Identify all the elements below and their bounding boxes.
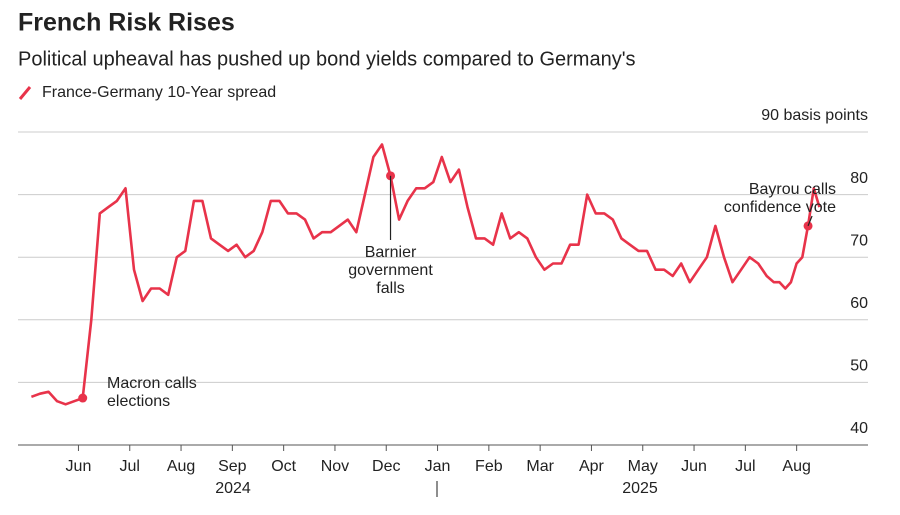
- y-tick-label: 90 basis points: [761, 107, 868, 124]
- x-tick-label: May: [628, 458, 658, 475]
- x-tick-label: Jan: [425, 458, 451, 475]
- year-label: 2024: [215, 480, 251, 497]
- year-label: 2025: [622, 480, 658, 497]
- x-tick-label: Nov: [321, 458, 349, 475]
- x-tick-label: Feb: [475, 458, 503, 475]
- y-tick-label: 60: [850, 295, 868, 312]
- series-line: [30, 143, 821, 406]
- annotation-dot: [78, 393, 88, 403]
- x-tick-label: Dec: [372, 458, 400, 475]
- annotation-text: Bayrou calls: [749, 181, 836, 198]
- x-tick-label: Jun: [681, 458, 707, 475]
- x-tick-label: Jun: [66, 458, 92, 475]
- chart-subtitle: Political upheaval has pushed up bond yi…: [18, 48, 636, 70]
- legend-label: France-Germany 10-Year spread: [42, 84, 276, 101]
- annotation-text: Macron calls: [107, 375, 197, 392]
- chart-title: French Risk Rises: [18, 9, 235, 37]
- annotation-leader: [807, 215, 813, 227]
- annotation-text: falls: [376, 280, 404, 297]
- annotation-text: Barnier: [365, 244, 417, 261]
- annotation-text: government: [348, 262, 433, 279]
- x-tick-label: Aug: [167, 458, 195, 475]
- legend-icon: [18, 86, 32, 100]
- x-tick-label: Aug: [782, 458, 810, 475]
- x-tick-label: Jul: [735, 458, 755, 475]
- y-tick-label: 50: [850, 358, 868, 375]
- y-tick-label: 70: [850, 232, 868, 249]
- x-tick-label: Sep: [218, 458, 247, 475]
- x-tick-label: Jul: [120, 458, 140, 475]
- y-tick-label: 40: [850, 420, 868, 437]
- x-tick-label: Oct: [271, 458, 296, 475]
- x-tick-label: Mar: [526, 458, 554, 475]
- annotation-text: elections: [107, 393, 170, 410]
- y-tick-label: 80: [850, 170, 868, 187]
- x-tick-label: Apr: [579, 458, 605, 475]
- annotation-text: confidence vote: [724, 199, 836, 216]
